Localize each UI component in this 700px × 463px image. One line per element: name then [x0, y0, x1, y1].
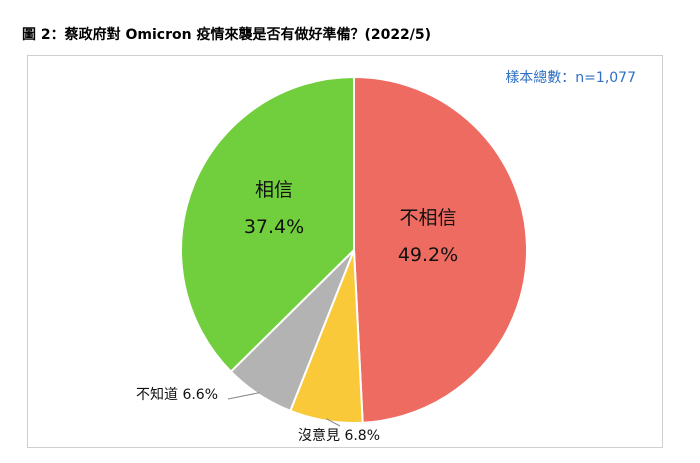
leader-line-unknown — [227, 392, 260, 400]
chart-title: 圖 2：蔡政府對 Omicron 疫情來襲是否有做好準備？(2022/5) — [22, 27, 432, 43]
pie-slice-3 — [180, 75, 355, 373]
leader-line-no-opinion — [325, 418, 341, 427]
label-unknown: 不知道 6.6% — [136, 386, 218, 403]
pie-slice-0 — [353, 75, 528, 424]
label-believe-pct: 37.4% — [244, 216, 304, 238]
label-believe: 相信 — [255, 179, 293, 201]
pie-chart: 不相信 49.2% 相信 37.4% 不知道 6.6% 沒意見 6.8% — [136, 75, 528, 444]
label-disbelieve: 不相信 — [399, 207, 456, 229]
label-disbelieve-pct: 49.2% — [398, 244, 458, 266]
sample-size-note: 樣本總數：n=1,077 — [505, 70, 636, 86]
label-no-opinion: 沒意見 6.8% — [298, 427, 380, 444]
chart-frame: 樣本總數：n=1,077 不相信 49.2% 相信 37.4% 不知道 6.6%… — [27, 55, 663, 448]
